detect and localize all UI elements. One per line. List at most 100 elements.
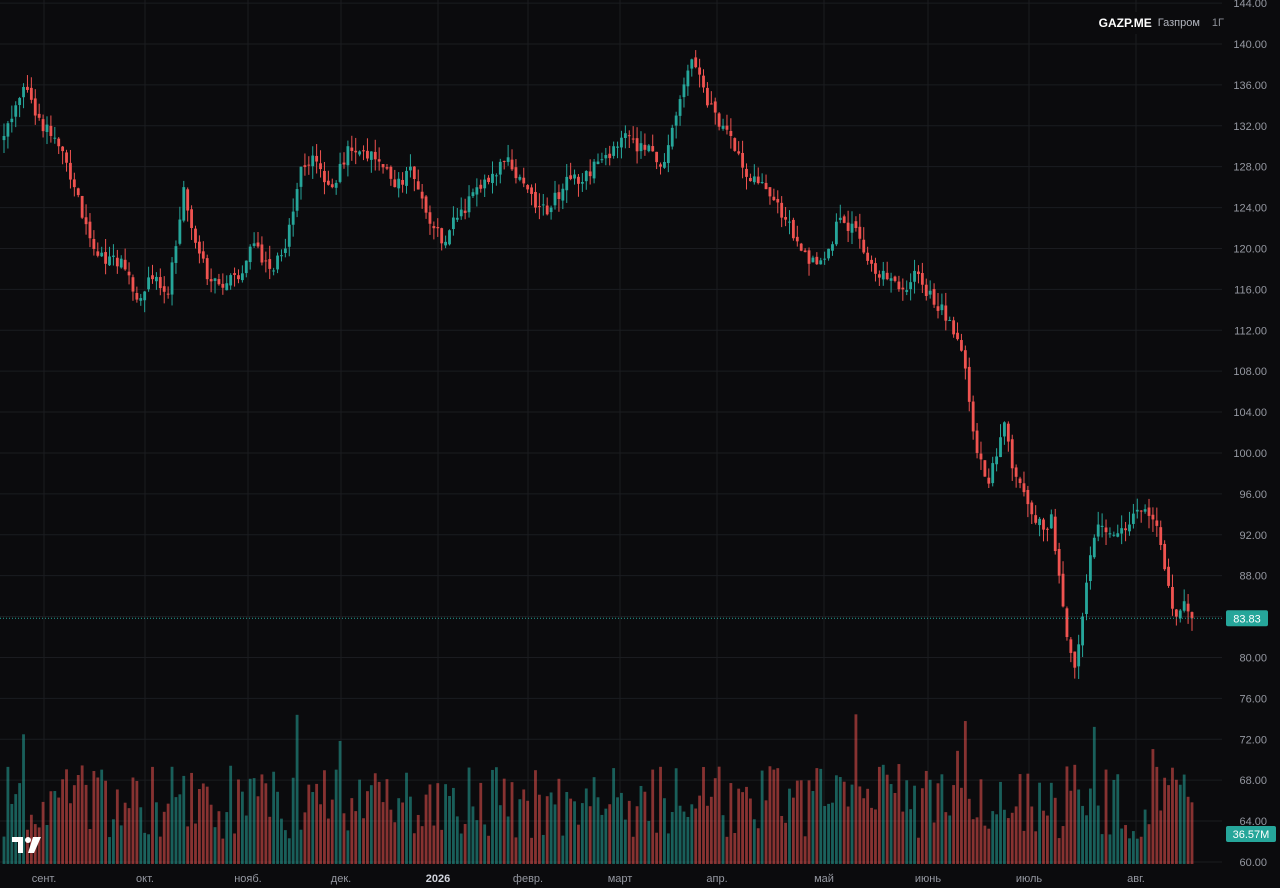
candle-body: [459, 209, 463, 217]
volume-bar: [737, 788, 741, 864]
candle-body: [1088, 555, 1092, 581]
volume-bar: [1178, 784, 1182, 864]
candle-body: [960, 340, 963, 351]
volume-bar: [522, 789, 526, 864]
x-tick-label: сент.: [32, 873, 57, 885]
candle-body: [1046, 528, 1049, 530]
volume-bar: [948, 815, 952, 864]
candle-body: [702, 75, 705, 88]
volume-bar: [69, 803, 72, 864]
volume-bar: [674, 768, 678, 864]
candle-body: [436, 227, 440, 229]
candle-body: [29, 87, 33, 100]
candle-body: [194, 228, 197, 243]
volume-bar: [10, 803, 14, 864]
volume-bar: [545, 796, 549, 864]
candle-body: [995, 456, 999, 465]
candle-body: [197, 241, 201, 254]
tradingview-logo-icon[interactable]: [10, 834, 46, 856]
candle-body: [96, 251, 100, 256]
candle-body: [37, 113, 41, 118]
candle-body: [772, 196, 776, 201]
volume-bar: [745, 786, 748, 864]
volume-bar: [127, 808, 131, 864]
volume-bar: [229, 765, 233, 864]
volume-bar: [14, 794, 18, 864]
candle-body: [334, 182, 338, 188]
candle-body: [1171, 587, 1174, 609]
candle-body: [475, 187, 479, 195]
candle-body: [780, 202, 784, 218]
candle-body: [205, 258, 209, 280]
volume-bar: [917, 837, 920, 864]
volume-bar: [45, 824, 49, 864]
volume-bar: [604, 808, 608, 864]
volume-bar: [659, 766, 662, 864]
volume-bar: [41, 801, 45, 864]
symbol-legend[interactable]: GAZP.ME Газпром 1Г: [1092, 12, 1230, 34]
y-tick-label: 120.00: [1233, 243, 1267, 255]
candle-body: [487, 177, 490, 183]
candle-body: [217, 279, 221, 285]
candle-body: [283, 248, 287, 253]
candle-body: [537, 206, 541, 208]
volume-bar: [1155, 766, 1159, 864]
volume-bar: [1147, 824, 1151, 864]
candle-body: [987, 477, 991, 484]
volume-bar: [334, 769, 338, 864]
volume-bar: [155, 802, 158, 864]
volume-bar: [201, 783, 205, 864]
candle-body: [264, 260, 268, 262]
candle-body: [268, 259, 272, 269]
volume-bar: [354, 811, 358, 864]
volume-bar: [901, 811, 905, 864]
candle-body: [604, 155, 608, 159]
volume-bar: [330, 799, 334, 864]
volume-bar: [639, 785, 643, 864]
candle-body: [1112, 534, 1116, 536]
volume-bar: [1026, 773, 1030, 864]
volume-bar: [600, 814, 604, 864]
candle-body: [866, 252, 870, 261]
y-tick-label: 124.00: [1233, 203, 1267, 215]
volume-bar: [1018, 774, 1022, 864]
volume-bar: [319, 804, 322, 864]
volume-bar: [956, 750, 959, 864]
volume-bar: [791, 797, 795, 864]
candle-body: [545, 205, 549, 215]
volume-bar: [108, 837, 111, 864]
candle-body: [827, 248, 830, 259]
candle-body: [721, 125, 725, 129]
candle-body: [170, 262, 174, 295]
volume-bar: [518, 799, 522, 864]
y-tick-label: 104.00: [1233, 407, 1267, 419]
candle-body: [881, 270, 885, 280]
volume-bar: [725, 836, 729, 864]
candle-body: [2, 135, 6, 141]
volume-bar: [768, 766, 772, 864]
candle-body: [444, 241, 447, 246]
candle-body: [561, 188, 565, 201]
last-price-tag-bg: [1226, 610, 1268, 627]
volume-bar: [874, 809, 877, 864]
volume-bar: [190, 772, 193, 864]
volume-bar: [819, 768, 823, 864]
volume-bar: [795, 780, 799, 864]
volume-bar: [1057, 838, 1061, 864]
candle-body: [1104, 527, 1108, 533]
candle-body: [494, 175, 498, 177]
candle-body: [1053, 516, 1057, 552]
candle-body: [119, 258, 123, 268]
candle-body: [1174, 609, 1178, 617]
volume-bar: [858, 786, 862, 864]
candle-body: [713, 101, 717, 113]
candle-body: [452, 217, 455, 230]
candle-body: [623, 133, 627, 138]
y-tick-label: 108.00: [1233, 366, 1267, 378]
candle-body: [61, 146, 65, 152]
candle-body: [1092, 537, 1096, 558]
candle-body: [862, 239, 866, 253]
x-tick-label: июнь: [915, 873, 941, 885]
